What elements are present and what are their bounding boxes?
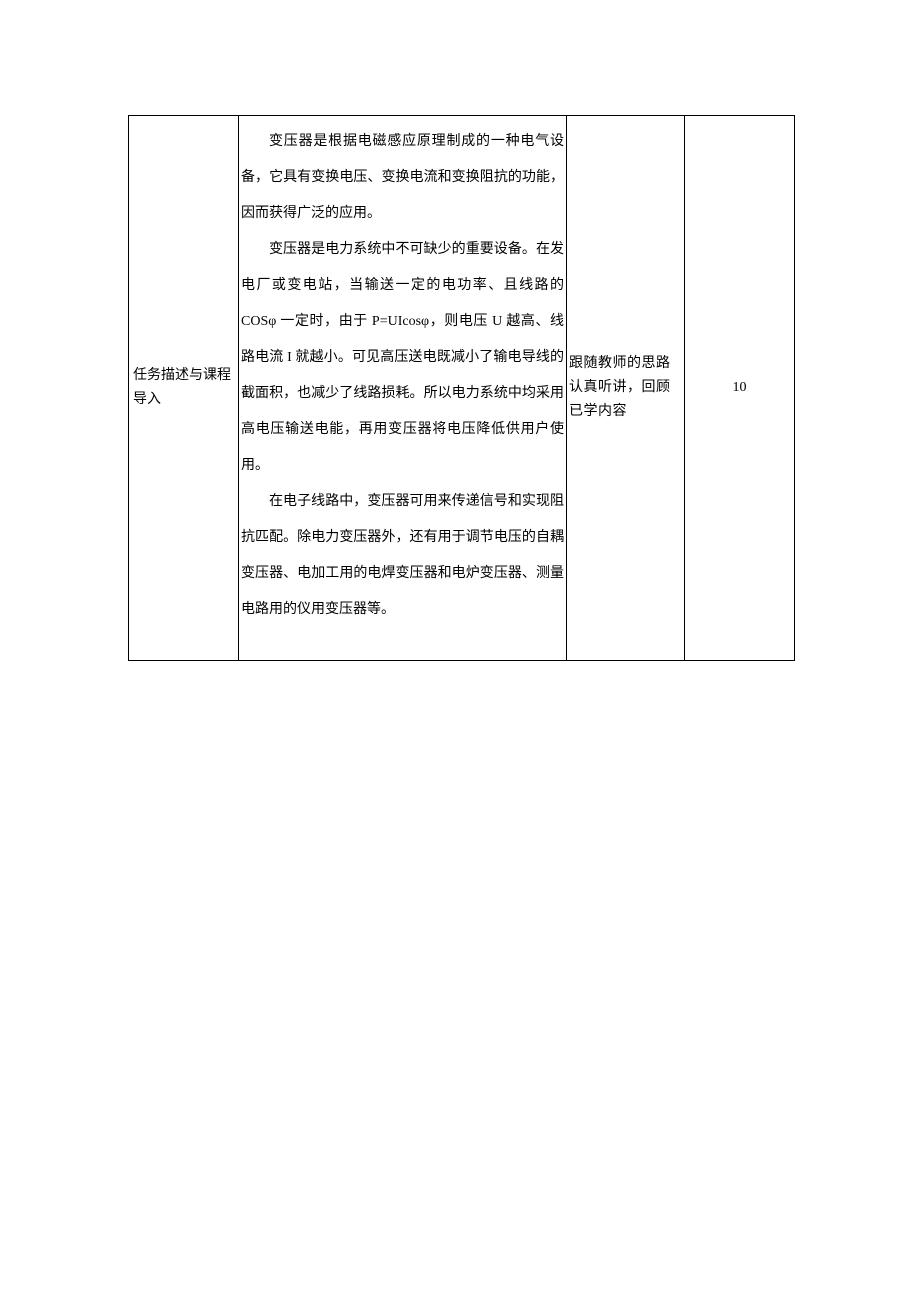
cell-content: 变压器是根据电磁感应原理制成的一种电气设备，它具有变换电压、变换电流和变换阻抗的… [239, 116, 567, 661]
cell-duration: 10 [685, 116, 795, 661]
duration-text: 10 [685, 376, 794, 400]
student-activity-text: 跟随教师的思路认真听讲，回顾已学内容 [567, 352, 684, 424]
table-row: 任务描述与课程导入 变压器是根据电磁感应原理制成的一种电气设备，它具有变换电压、… [129, 116, 795, 661]
lesson-plan-table: 任务描述与课程导入 变压器是根据电磁感应原理制成的一种电气设备，它具有变换电压、… [128, 115, 795, 661]
cell-student-activity: 跟随教师的思路认真听讲，回顾已学内容 [567, 116, 685, 661]
content-paragraph: 变压器是根据电磁感应原理制成的一种电气设备，它具有变换电压、变换电流和变换阻抗的… [241, 124, 564, 232]
content-text: 变压器是根据电磁感应原理制成的一种电气设备，它具有变换电压、变换电流和变换阻抗的… [239, 116, 566, 660]
task-label-text: 任务描述与课程导入 [129, 364, 238, 412]
content-paragraph: 变压器是电力系统中不可缺少的重要设备。在发电厂或变电站，当输送一定的电功率、且线… [241, 232, 564, 484]
cell-task-label: 任务描述与课程导入 [129, 116, 239, 661]
content-paragraph: 在电子线路中，变压器可用来传递信号和实现阻抗匹配。除电力变压器外，还有用于调节电… [241, 484, 564, 628]
